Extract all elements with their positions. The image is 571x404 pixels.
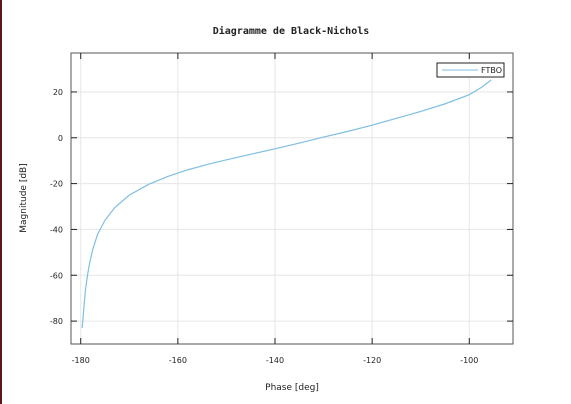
series-line-ftbo — [81, 79, 492, 329]
x-tick-label: -140 — [266, 356, 284, 365]
series-layer — [81, 79, 492, 329]
x-tick-label: -180 — [72, 356, 90, 365]
x-tick-label: -100 — [460, 356, 478, 365]
y-tick-label: -40 — [50, 225, 63, 234]
y-tick-label: 0 — [58, 134, 63, 143]
y-tick-label: 20 — [53, 88, 63, 97]
x-tick-label: -160 — [169, 356, 187, 365]
y-tick-label: -60 — [50, 271, 63, 280]
y-tick-label: -80 — [50, 317, 63, 326]
x-tick-label: -120 — [363, 356, 381, 365]
x-axis-label: Phase [deg] — [265, 383, 319, 393]
axis-ticks: -180 -160 -140 -120 -100 -80 -60 -40 -20 0 20 — [50, 53, 513, 365]
chart-title: Diagramme de Black-Nichols — [213, 25, 370, 37]
grid — [71, 53, 513, 344]
y-axis-label: Magnitude [dB] — [19, 163, 29, 232]
y-tick-label: -20 — [50, 180, 63, 189]
plot-area-border — [70, 52, 514, 345]
legend: FTBO — [436, 62, 505, 78]
legend-label-ftbo: FTBO — [481, 66, 502, 75]
